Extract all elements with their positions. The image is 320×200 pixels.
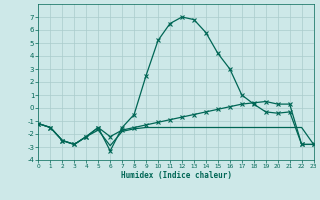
- X-axis label: Humidex (Indice chaleur): Humidex (Indice chaleur): [121, 171, 231, 180]
